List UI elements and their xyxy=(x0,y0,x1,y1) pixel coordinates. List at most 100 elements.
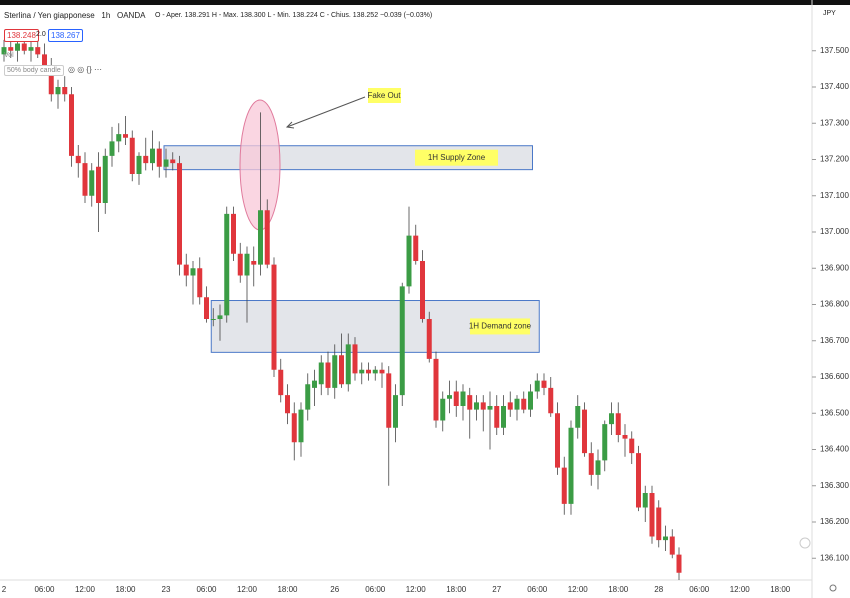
scroll-button[interactable] xyxy=(799,537,811,549)
candle-body xyxy=(102,155,108,203)
candle-body xyxy=(548,387,554,414)
y-tick-label: 137.300 xyxy=(820,118,849,127)
candle-body xyxy=(143,155,149,164)
x-tick-label: 12:00 xyxy=(237,585,258,594)
annotation-box xyxy=(368,88,401,103)
y-tick-label: 136.500 xyxy=(820,408,849,417)
candle-body xyxy=(501,406,506,428)
candle-body xyxy=(197,268,203,298)
y-tick-label: 136.400 xyxy=(820,445,849,454)
candle-body xyxy=(359,369,365,374)
candle-body xyxy=(622,435,628,439)
y-tick-label: 137.100 xyxy=(820,191,849,200)
candle-body xyxy=(258,210,263,265)
sell-button[interactable]: 138.248 xyxy=(4,29,39,42)
candle-body xyxy=(28,47,34,51)
candle-body xyxy=(271,264,277,370)
candle-body xyxy=(399,286,405,396)
candle-body xyxy=(136,155,142,174)
x-tick-label: 18:00 xyxy=(608,585,629,594)
candle-body xyxy=(62,87,68,95)
candle-body xyxy=(413,235,419,261)
y-tick-label: 137.000 xyxy=(820,227,849,236)
candle-body xyxy=(96,166,101,203)
candle-body xyxy=(183,264,189,276)
candle-body xyxy=(541,380,547,388)
candle-body xyxy=(426,319,432,359)
candle-body xyxy=(629,438,635,454)
candle-body xyxy=(264,210,270,265)
candle-body xyxy=(521,398,527,410)
candle-body xyxy=(507,402,513,410)
x-tick-label: 12:00 xyxy=(730,585,751,594)
candle-body xyxy=(636,453,641,508)
volume: Vol xyxy=(4,52,14,59)
candle-body xyxy=(177,163,182,265)
candle-body xyxy=(89,170,95,196)
x-tick-label: 18:00 xyxy=(446,585,467,594)
annotation: Fake Out xyxy=(368,91,402,100)
y-tick-label: 136.900 xyxy=(820,263,849,272)
zone-label-box xyxy=(415,149,498,166)
candle-body xyxy=(278,369,284,396)
buy-button[interactable]: 138.267 xyxy=(48,29,83,42)
candle-body xyxy=(224,213,230,316)
candle-body xyxy=(156,148,162,167)
candle-body xyxy=(460,391,466,406)
x-tick-label: 12:00 xyxy=(75,585,96,594)
y-tick-label: 136.300 xyxy=(820,481,849,490)
x-tick-label: 18:00 xyxy=(115,585,136,594)
candle-body xyxy=(204,297,209,319)
candle-body xyxy=(48,65,54,95)
candle-body xyxy=(237,253,243,276)
y-tick-label: 137.200 xyxy=(820,155,849,164)
y-tick-label: 136.700 xyxy=(820,336,849,345)
fake-out-arrow xyxy=(286,96,366,128)
x-tick-label: 28 xyxy=(654,585,663,594)
candle-body xyxy=(642,493,648,508)
symbol-line: Sterlina / Yen giapponese 1h OANDA xyxy=(4,11,145,20)
y-tick-label: 136.200 xyxy=(820,517,849,526)
x-tick-label: 06:00 xyxy=(34,585,55,594)
candle-body xyxy=(669,536,675,555)
x-tick-label: 18:00 xyxy=(277,585,298,594)
candle-body xyxy=(75,155,81,164)
y-tick-label: 136.100 xyxy=(820,553,849,562)
candle-body xyxy=(109,141,115,156)
candle-body xyxy=(487,406,493,410)
candle-body xyxy=(190,268,196,276)
candle-body xyxy=(312,380,317,388)
interval: 1h xyxy=(101,11,111,20)
candle-body xyxy=(15,43,20,51)
candle-body xyxy=(514,398,520,410)
candle-body xyxy=(69,94,74,156)
candle-body xyxy=(433,358,439,421)
candle-body xyxy=(1,47,7,55)
exchange: OANDA xyxy=(117,11,146,20)
candle-body xyxy=(420,261,425,319)
candle-body xyxy=(676,554,682,573)
candle-body xyxy=(534,380,540,392)
indicator-tools[interactable]: ◎ ◎ {} ⋯ xyxy=(68,65,102,74)
indicator[interactable]: 50% body candle xyxy=(4,65,64,76)
candle-body xyxy=(35,47,41,55)
candle-body xyxy=(406,235,412,287)
x-tick-label: 06:00 xyxy=(196,585,217,594)
candle-body xyxy=(150,148,155,164)
candle-body xyxy=(42,54,47,66)
candle-body xyxy=(231,213,236,254)
candle-body xyxy=(217,315,223,319)
candle-body xyxy=(568,427,574,504)
settings-icon[interactable] xyxy=(829,584,837,592)
candle-body xyxy=(298,409,304,443)
candle-body xyxy=(609,413,614,425)
candle-body xyxy=(555,413,560,468)
currency[interactable]: JPY xyxy=(823,10,836,17)
candle-body xyxy=(305,384,311,410)
x-tick-label: 23 xyxy=(162,585,171,594)
candle-body xyxy=(318,362,324,385)
candle-body xyxy=(595,460,601,475)
x-tick-label: 06:00 xyxy=(689,585,710,594)
zone-label-box xyxy=(470,318,530,335)
